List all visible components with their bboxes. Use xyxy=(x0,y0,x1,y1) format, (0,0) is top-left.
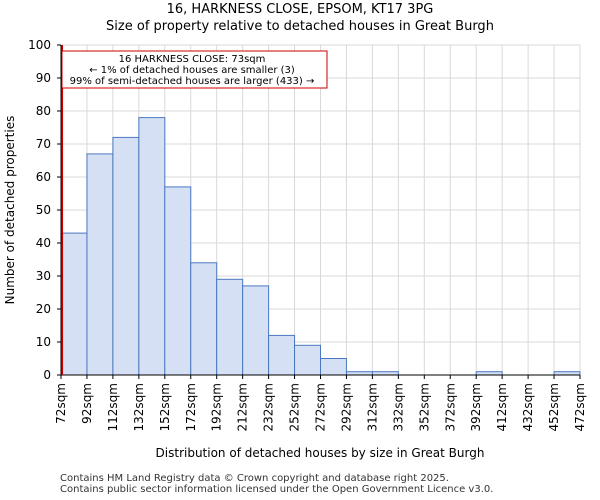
bar xyxy=(190,262,218,376)
y-tick-label: 80 xyxy=(36,104,51,118)
annotation-box: 16 HARKNESS CLOSE: 73sqm← 1% of detached… xyxy=(61,50,328,89)
y-tick-label: 70 xyxy=(36,137,51,151)
bar xyxy=(242,285,270,376)
bar xyxy=(112,136,140,376)
x-tick-label: 352sqm xyxy=(417,383,431,431)
x-tick-label: 92sqm xyxy=(80,383,94,424)
x-tick-label: 132sqm xyxy=(132,383,146,431)
y-axis: 0 10 20 30 40 50 60 70 80 90 100 xyxy=(28,38,62,382)
bar xyxy=(268,334,296,376)
y-tick-label: 0 xyxy=(43,368,51,382)
x-tick-label: 172sqm xyxy=(184,383,198,431)
bar xyxy=(294,344,321,376)
chart-title: 16, HARKNESS CLOSE, EPSOM, KT17 3PG xyxy=(166,2,434,17)
x-tick-label: 432sqm xyxy=(521,383,535,431)
annotation-line: 99% of semi-detached houses are larger (… xyxy=(70,76,315,87)
x-tick-label: 272sqm xyxy=(314,383,328,431)
x-tick-label: 452sqm xyxy=(547,383,561,431)
footer-line-1: Contains HM Land Registry data © Crown c… xyxy=(60,473,449,484)
bar xyxy=(320,358,347,376)
y-axis-label: Number of detached properties xyxy=(3,116,17,305)
x-tick-label: 72sqm xyxy=(54,383,68,424)
x-tick-label: 392sqm xyxy=(469,383,483,431)
bar xyxy=(138,117,166,376)
y-tick-label: 90 xyxy=(36,71,51,85)
x-tick-label: 472sqm xyxy=(573,383,587,431)
bar xyxy=(60,232,88,376)
y-tick-label: 40 xyxy=(36,236,51,250)
x-tick-label: 312sqm xyxy=(365,383,379,431)
y-tick-label: 60 xyxy=(36,170,51,184)
y-tick-label: 20 xyxy=(36,302,51,316)
y-tick-label: 50 xyxy=(36,203,51,217)
x-axis-label: Distribution of detached houses by size … xyxy=(156,446,485,460)
y-tick-label: 30 xyxy=(36,269,51,283)
annotation-border xyxy=(61,50,328,89)
x-tick-label: 332sqm xyxy=(391,383,405,431)
x-axis: 72sqm 92sqm 112sqm 132sqm 152sqm 172sqm 192sqm… xyxy=(54,374,587,431)
x-tick-label: 232sqm xyxy=(262,383,276,431)
y-tick-label: 10 xyxy=(36,335,51,349)
x-tick-label: 212sqm xyxy=(236,383,250,431)
x-tick-label: 372sqm xyxy=(443,383,457,431)
x-tick-label: 412sqm xyxy=(495,383,509,431)
x-tick-label: 152sqm xyxy=(158,383,172,431)
x-tick-label: 292sqm xyxy=(339,383,353,431)
bars xyxy=(60,117,581,376)
bar xyxy=(86,153,114,376)
x-tick-label: 112sqm xyxy=(106,383,120,431)
x-tick-label: 192sqm xyxy=(210,383,224,431)
bar xyxy=(216,278,244,376)
annotation-line: 16 HARKNESS CLOSE: 73sqm xyxy=(119,54,266,65)
y-tick-label: 100 xyxy=(28,38,51,52)
annotation-line: ← 1% of detached houses are smaller (3) xyxy=(89,65,295,76)
chart-subtitle: Size of property relative to detached ho… xyxy=(106,19,494,34)
bar xyxy=(164,186,192,376)
histogram-chart: 0 10 20 30 40 50 60 70 80 90 100 72sqm 92sqm 112sqm 1… xyxy=(3,38,587,460)
footer-line-2: Contains public sector information licen… xyxy=(60,484,494,495)
x-tick-label: 252sqm xyxy=(288,383,302,431)
